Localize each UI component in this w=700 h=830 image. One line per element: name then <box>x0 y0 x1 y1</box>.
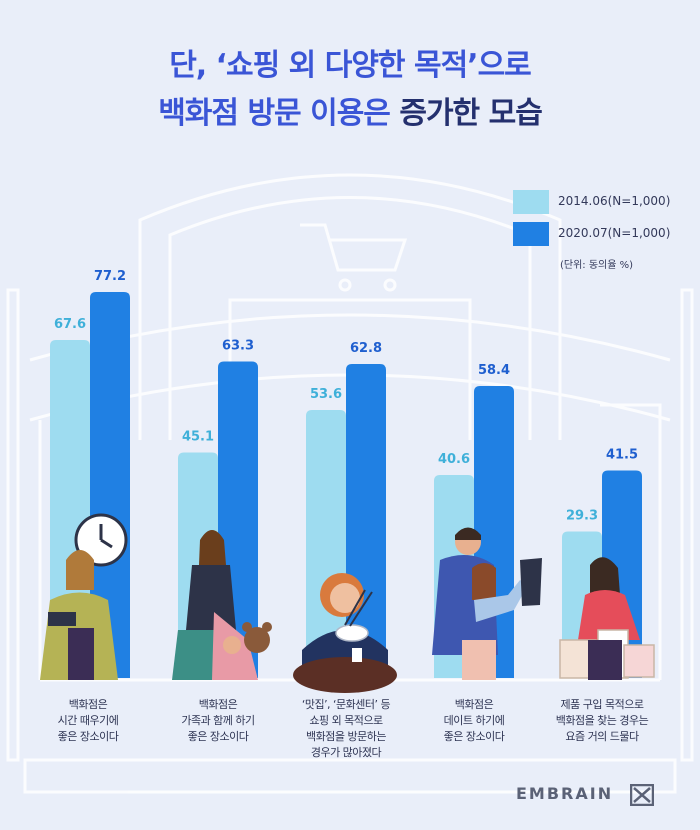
woman-with-clock-illustration <box>40 513 128 680</box>
woman-with-shopping-bags-illustration <box>559 557 655 680</box>
value-label-series-1-category-4: 40.6 <box>438 452 470 467</box>
bar-series-2-category-1 <box>90 292 130 678</box>
caption-line: 데이트 하기에 <box>443 714 505 727</box>
page-title-line-1: 단, ‘쇼핑 외 다양한 목적’으로 <box>0 40 700 84</box>
woman-with-stroller-illustration <box>172 530 272 680</box>
caption-line: 좋은 장소이다 <box>187 730 249 743</box>
caption-line: 경우가 많아졌다 <box>310 746 382 759</box>
couple-illustration <box>432 527 542 680</box>
value-label-series-1-category-1: 67.6 <box>54 317 86 332</box>
woman-eating-noodles-illustration <box>293 573 397 693</box>
unit-note: (단위: 동의율 %) <box>560 260 634 271</box>
caption-line: 백화점은 <box>454 698 494 711</box>
title-line-2-emphasis: 증가한 모습 <box>399 96 542 131</box>
category-caption-4: 백화점은 데이트 하기에 좋은 장소이다 <box>409 697 539 745</box>
legend-swatch-2014 <box>513 190 549 214</box>
value-label-series-2-category-1: 77.2 <box>94 269 126 284</box>
caption-line: ‘맛집’, ‘문화센터’ 등 <box>301 698 391 711</box>
value-label-series-1-category-5: 29.3 <box>566 509 598 524</box>
caption-line: 백화점은 <box>198 698 238 711</box>
brand-wordmark: EMBRAIN <box>516 784 614 803</box>
legend-label-2014: 2014.06(N=1,000) <box>558 194 671 208</box>
caption-line: 시간 때우기에 <box>57 714 119 727</box>
caption-line: 요즘 거의 드물다 <box>565 730 639 743</box>
category-caption-1: 백화점은 시간 때우기에 좋은 장소이다 <box>23 697 153 745</box>
legend-label-2020: 2020.07(N=1,000) <box>558 226 671 240</box>
title-line-1-text: 단, ‘쇼핑 외 다양한 목적’으로 <box>169 48 532 83</box>
page-title-line-2: 백화점 방문 이용은 증가한 모습 <box>0 88 700 132</box>
embrain-logo-mark-icon <box>630 784 654 806</box>
caption-line: 제품 구입 목적으로 <box>560 698 644 711</box>
value-label-series-2-category-3: 62.8 <box>350 341 382 356</box>
caption-line: 좋은 장소이다 <box>57 730 119 743</box>
category-caption-2: 백화점은 가족과 함께 하기 좋은 장소이다 <box>153 697 283 745</box>
value-label-series-1-category-2: 45.1 <box>182 430 214 445</box>
value-label-series-1-category-3: 53.6 <box>310 387 342 402</box>
title-line-2-text: 백화점 방문 이용은 <box>158 96 400 131</box>
caption-line: 좋은 장소이다 <box>443 730 505 743</box>
value-label-series-2-category-2: 63.3 <box>222 339 254 354</box>
caption-line: 백화점을 찾는 경우는 <box>555 714 649 727</box>
value-label-series-2-category-4: 58.4 <box>478 363 510 378</box>
category-caption-3: ‘맛집’, ‘문화센터’ 등 쇼핑 외 목적으로 백화점을 방문하는 경우가 많… <box>281 697 411 761</box>
caption-line: 쇼핑 외 목적으로 <box>309 714 383 727</box>
value-label-series-2-category-5: 41.5 <box>606 448 638 463</box>
category-caption-5: 제품 구입 목적으로 백화점을 찾는 경우는 요즘 거의 드물다 <box>537 697 667 745</box>
caption-line: 가족과 함께 하기 <box>181 714 255 727</box>
legend-swatch-2020 <box>513 222 549 246</box>
caption-line: 백화점을 방문하는 <box>306 730 386 743</box>
caption-line: 백화점은 <box>68 698 108 711</box>
